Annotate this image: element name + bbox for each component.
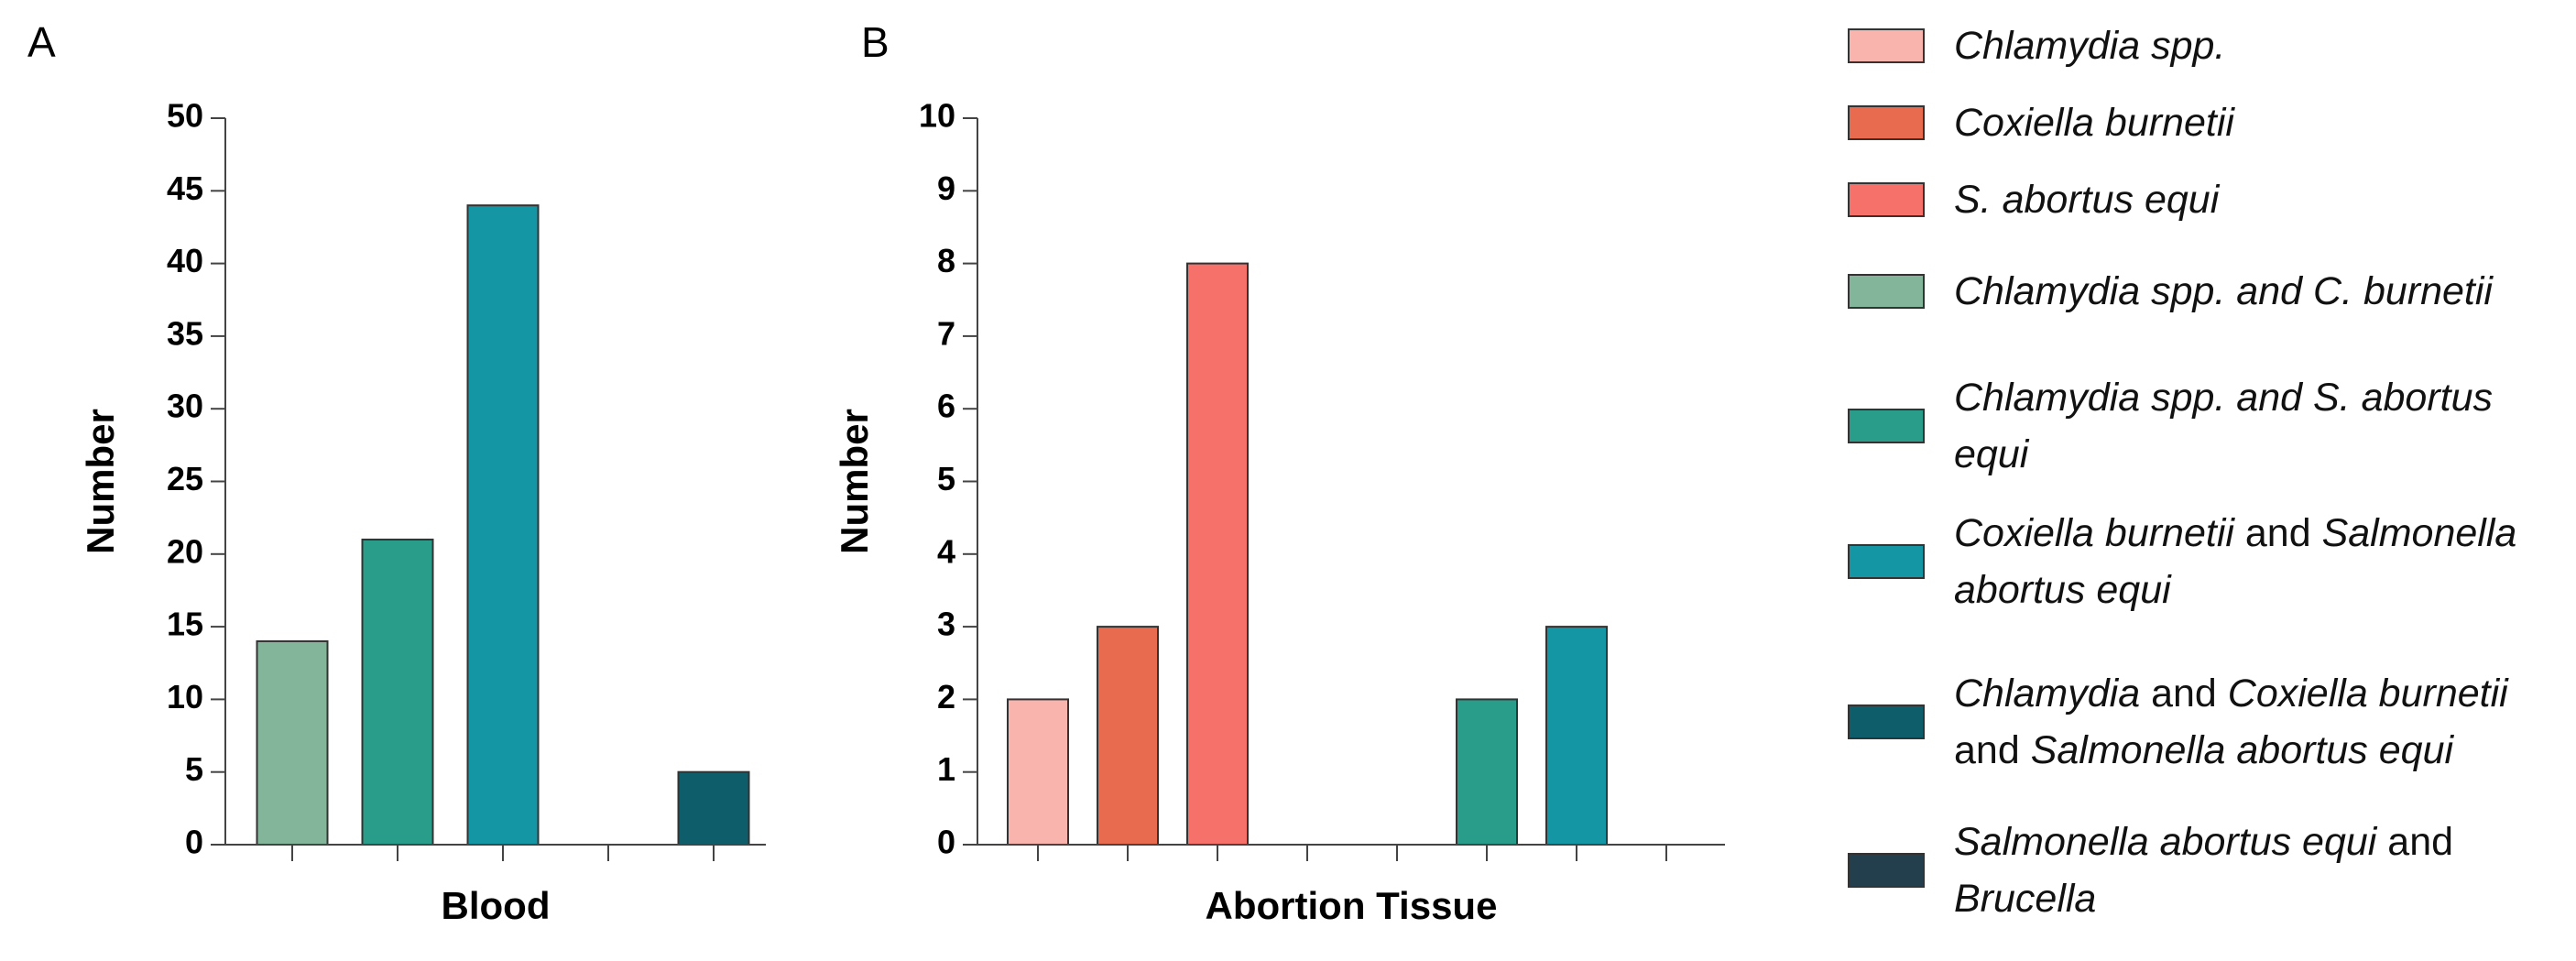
panel-label: B bbox=[861, 18, 890, 66]
y-tick-label: 40 bbox=[167, 242, 203, 279]
legend-entry: Coxiella burnetii bbox=[1848, 94, 2522, 151]
y-axis-label: Number bbox=[833, 409, 876, 554]
legend-entry: Chlamydia spp. and C. burnetii bbox=[1848, 263, 2522, 320]
bar bbox=[1007, 698, 1069, 846]
y-tick-label: 10 bbox=[167, 678, 203, 715]
legend-label: Coxiella burnetii bbox=[1954, 94, 2522, 151]
y-tick-label: 1 bbox=[937, 750, 955, 788]
legend-entry: Chlamydia and Coxiella burnetii and Salm… bbox=[1848, 665, 2522, 779]
legend-text: and bbox=[2233, 511, 2322, 555]
legend-label: Salmonella abortus equi and Brucella bbox=[1954, 814, 2522, 927]
legend-swatch bbox=[1848, 28, 1925, 63]
y-tick-label: 3 bbox=[937, 606, 955, 643]
y-tick-label: 20 bbox=[167, 532, 203, 570]
legend-label: Chlamydia spp. bbox=[1954, 17, 2522, 74]
bar bbox=[1186, 262, 1249, 846]
y-tick-label: 25 bbox=[167, 460, 203, 497]
y-tick-label: 8 bbox=[937, 242, 955, 279]
bar bbox=[1545, 626, 1608, 846]
legend-swatch bbox=[1848, 704, 1925, 739]
y-tick-label: 6 bbox=[937, 388, 955, 425]
y-tick-label: 9 bbox=[937, 169, 955, 207]
y-tick-label: 45 bbox=[167, 169, 203, 207]
legend-text: and bbox=[1954, 672, 2519, 772]
legend-text: Chlamydia spp. and S. abortus equi bbox=[1954, 376, 2504, 476]
legend-swatch bbox=[1848, 544, 1925, 579]
legend-text: Chlamydia bbox=[1954, 672, 2141, 715]
legend-entry: S. abortus equi bbox=[1848, 171, 2522, 228]
panel-label: A bbox=[27, 18, 56, 66]
y-tick-label: 50 bbox=[167, 97, 203, 135]
legend-swatch bbox=[1848, 105, 1925, 140]
bar bbox=[256, 639, 329, 846]
x-axis-label: Blood bbox=[442, 884, 551, 927]
legend-swatch bbox=[1848, 853, 1925, 888]
bar bbox=[677, 770, 750, 846]
legend-text: S. abortus equi bbox=[1954, 178, 2220, 222]
y-tick-label: 30 bbox=[167, 388, 203, 425]
y-tick-label: 4 bbox=[937, 532, 955, 570]
y-tick-label: 5 bbox=[937, 460, 955, 497]
bar bbox=[466, 204, 540, 846]
legend-text: Brucella bbox=[1954, 877, 2097, 921]
legend-entry: Chlamydia spp. and S. abortus equi bbox=[1848, 369, 2522, 483]
legend-swatch bbox=[1848, 182, 1925, 217]
y-tick-label: 0 bbox=[937, 824, 955, 861]
legend-entry: Chlamydia spp. bbox=[1848, 17, 2522, 74]
y-tick-label: 2 bbox=[937, 678, 955, 715]
y-tick-label: 0 bbox=[185, 824, 203, 861]
legend-label: S. abortus equi bbox=[1954, 171, 2522, 228]
y-axis-label: Number bbox=[79, 409, 122, 554]
legend-label: Chlamydia and Coxiella burnetii and Salm… bbox=[1954, 665, 2522, 779]
legend-text: and bbox=[2140, 672, 2228, 715]
legend-text: Coxiella burnetii bbox=[1954, 101, 2234, 145]
bar bbox=[1456, 698, 1518, 846]
legend-text: Chlamydia spp. bbox=[1954, 24, 2226, 68]
legend-label: Coxiella burnetii and Salmonella abortus… bbox=[1954, 505, 2522, 618]
legend-text: Chlamydia spp. and C. burnetii bbox=[1954, 269, 2493, 313]
bar bbox=[361, 538, 434, 846]
legend-swatch bbox=[1848, 274, 1925, 309]
legend-entry: Coxiella burnetii and Salmonella abortus… bbox=[1848, 505, 2522, 618]
y-tick-label: 15 bbox=[167, 606, 203, 643]
legend-label: Chlamydia spp. and S. abortus equi bbox=[1954, 369, 2522, 483]
legend-text: and bbox=[2376, 820, 2464, 864]
legend-swatch bbox=[1848, 409, 1925, 443]
legend-text: Salmonella abortus equi bbox=[1954, 511, 2528, 612]
legend-text: Salmonella abortus equi bbox=[2030, 728, 2454, 772]
x-axis-label: Abortion Tissue bbox=[1206, 884, 1498, 927]
legend-text: Coxiella burnetii bbox=[1954, 511, 2234, 555]
legend-text: Coxiella burnetii bbox=[2227, 672, 2508, 715]
y-tick-label: 10 bbox=[919, 97, 955, 135]
y-tick-label: 35 bbox=[167, 314, 203, 352]
legend-text: Salmonella abortus equi bbox=[1954, 820, 2377, 864]
legend-label: Chlamydia spp. and C. burnetii bbox=[1954, 263, 2522, 320]
legend-entry: Salmonella abortus equi and Brucella bbox=[1848, 814, 2522, 927]
bar bbox=[1097, 626, 1159, 846]
y-tick-label: 5 bbox=[185, 750, 203, 788]
y-tick-label: 7 bbox=[937, 314, 955, 352]
